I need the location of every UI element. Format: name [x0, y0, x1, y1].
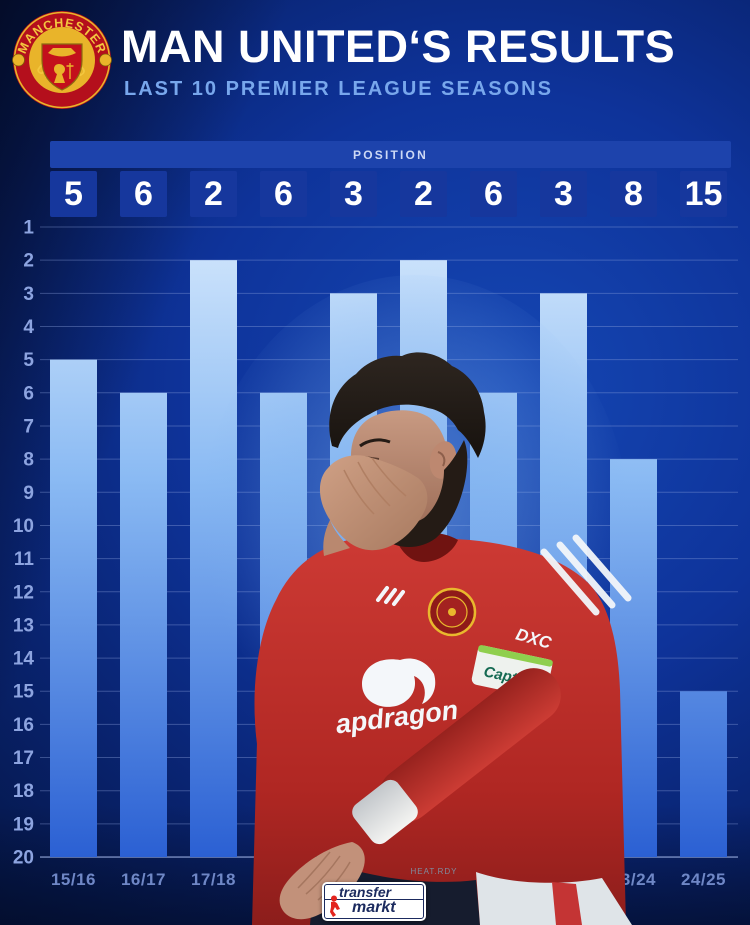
position-cell: 6 — [120, 171, 167, 217]
y-axis-label: 19 — [13, 814, 34, 835]
x-axis-label: 15/16 — [51, 870, 96, 889]
transfermarkt-mascot-icon — [330, 895, 340, 917]
transfermarkt-logo: transfer markt — [322, 882, 426, 921]
y-axis-label: 5 — [23, 350, 34, 371]
y-axis-label: 16 — [13, 715, 34, 736]
sleeve-sponsor-text: DXC — [514, 625, 554, 653]
y-axis-label: 9 — [23, 483, 34, 504]
hand-over-mouth — [319, 455, 428, 551]
crest-devil-icon — [54, 64, 65, 83]
position-cell: 2 — [190, 171, 237, 217]
y-axis-label: 4 — [23, 317, 34, 338]
y-axis-label: 13 — [13, 615, 34, 636]
page-subtitle: LAST 10 PREMIER LEAGUE SEASONS — [124, 78, 553, 100]
season-bar — [190, 260, 237, 858]
position-cell: 8 — [610, 171, 657, 217]
shorts-stripe — [552, 882, 582, 925]
shorts-brand-text: HEAT.RDY — [411, 867, 458, 876]
position-cell: 5 — [50, 171, 97, 217]
x-axis-label: 18/19 — [261, 870, 306, 889]
y-axis-label: 6 — [23, 383, 34, 404]
x-axis-label: 24/25 — [681, 870, 726, 889]
position-value: 2 — [414, 174, 433, 213]
position-cell: 6 — [260, 171, 307, 217]
y-axis-label: 11 — [14, 549, 35, 570]
y-axis-label: 2 — [23, 251, 34, 272]
position-value: 15 — [684, 174, 723, 213]
y-axis-label: 18 — [13, 781, 34, 802]
captain-armband: Captain — [471, 645, 553, 699]
player-collar — [396, 532, 458, 562]
x-axis-label: 23/24 — [611, 870, 656, 889]
shoulder-stripes-icon — [540, 534, 632, 616]
x-axis-label: 21/22 — [471, 870, 516, 889]
adidas-logo-icon — [376, 586, 405, 606]
y-axis-label: 17 — [13, 748, 34, 769]
player-left-forearm — [379, 668, 561, 822]
page-title: MAN UNITED‘S RESULTS — [121, 21, 676, 72]
y-axis-label: 1 — [23, 218, 34, 239]
x-axis-label: 22/23 — [541, 870, 586, 889]
y-axis-label: 15 — [13, 682, 35, 703]
position-value: 6 — [134, 174, 153, 213]
crest-ship-icon — [48, 48, 76, 57]
position-value: 3 — [344, 174, 363, 213]
position-panel-header: POSITION — [50, 141, 731, 168]
x-axis-label: 16/17 — [121, 870, 166, 889]
man-united-crest-icon: MANCHESTER UNITED — [12, 11, 112, 109]
player-torso — [252, 534, 626, 925]
logo-text-markt: markt — [352, 899, 396, 916]
backlight-glow — [200, 275, 630, 785]
bars — [50, 260, 727, 858]
x-axis-label: 17/18 — [191, 870, 236, 889]
position-value: 6 — [274, 174, 293, 213]
snapdragon-logo-icon — [362, 658, 436, 707]
chest-crest-icon — [427, 587, 477, 637]
position-cell: 6 — [470, 171, 517, 217]
y-axis-label: 7 — [23, 416, 34, 437]
transfermarkt-logo-frame: transfer markt — [324, 884, 424, 919]
shirt-sponsor-text: apdragon — [334, 695, 460, 740]
position-cell: 15 — [680, 171, 727, 217]
position-value: 8 — [624, 174, 643, 213]
season-bar — [50, 359, 97, 858]
position-panel-label: POSITION — [353, 147, 428, 162]
y-axis-label: 12 — [13, 582, 34, 603]
player-shorts — [476, 872, 632, 925]
armband-text: Captain — [482, 663, 539, 691]
season-bar — [680, 691, 727, 858]
season-bar — [540, 293, 587, 858]
position-cell: 2 — [400, 171, 447, 217]
player-right-sleeve — [254, 556, 344, 754]
position-cell: 3 — [330, 171, 377, 217]
season-bar — [470, 392, 517, 858]
season-bar — [260, 392, 307, 858]
y-axis-label: 8 — [23, 450, 34, 471]
y-axis-label: 3 — [23, 284, 34, 305]
position-value: 2 — [204, 174, 223, 213]
position-value: 6 — [484, 174, 503, 213]
season-bar — [120, 392, 167, 858]
season-bar — [330, 293, 377, 858]
gridlines — [40, 226, 738, 858]
player-head — [329, 352, 486, 547]
season-bar — [400, 260, 447, 858]
season-bar — [610, 459, 657, 858]
position-cell: 3 — [540, 171, 587, 217]
position-value: 5 — [64, 174, 83, 213]
position-value: 3 — [554, 174, 573, 213]
logo-text-transfer: transfer — [325, 885, 423, 900]
y-axis-label: 10 — [13, 516, 34, 537]
y-axis-label: 20 — [13, 848, 34, 869]
crest-trident-icon — [66, 63, 74, 79]
y-axis-label: 14 — [13, 649, 35, 670]
player-cuff — [352, 779, 418, 845]
player-wrist — [323, 520, 350, 556]
